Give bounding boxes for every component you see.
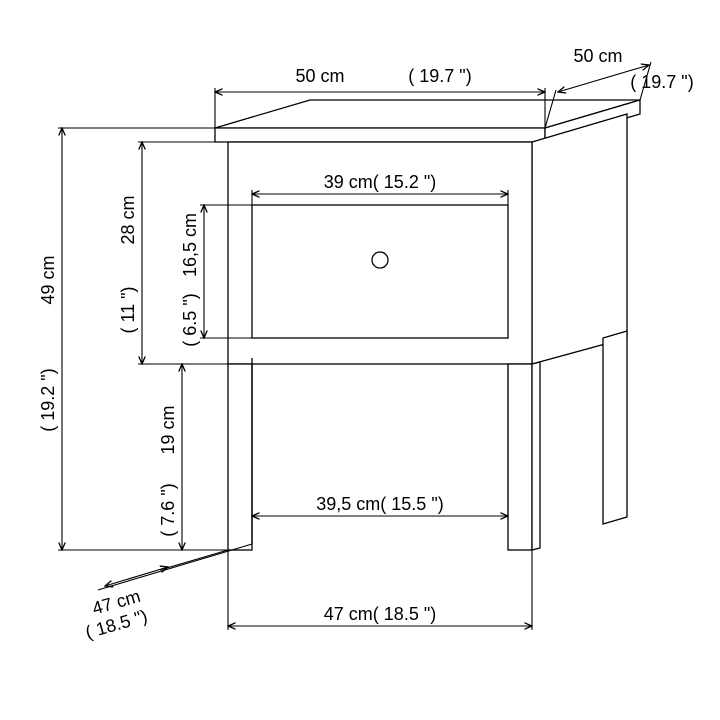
label-leg-h-in: ( 7.6 ") <box>158 483 178 536</box>
leg-rear-right-side <box>603 331 627 524</box>
label-base-width: 47 cm( 18.5 ") <box>324 604 436 624</box>
side-panel <box>532 114 627 364</box>
label-top-width-cm: 50 cm <box>295 66 344 86</box>
label-top-width-in: ( 19.7 ") <box>408 66 471 86</box>
leg-front-right <box>508 364 532 550</box>
label-overall-h-in: ( 19.2 ") <box>38 368 58 431</box>
dimension-drawing: 50 cm ( 19.7 ") 50 cm ( 19.7 ") 49 cm ( … <box>0 0 720 720</box>
drawer-front <box>252 205 508 338</box>
leg-front-left <box>228 364 252 550</box>
label-drawer-w: 39 cm( 15.2 ") <box>324 172 436 192</box>
label-inner-leg-w: 39,5 cm( 15.5 ") <box>316 494 443 514</box>
leg-rear-right-front <box>532 362 540 550</box>
label-top-depth-cm: 50 cm <box>573 46 622 66</box>
label-drawer-h-in: ( 6.5 ") <box>180 293 200 346</box>
tabletop-front-edge <box>215 128 545 142</box>
label-front-panel-h-in: ( 11 ") <box>118 286 138 333</box>
label-overall-h-cm: 49 cm <box>38 255 58 304</box>
drawer-knob <box>372 252 388 268</box>
table-outline <box>215 100 640 550</box>
label-front-panel-h-cm: 28 cm <box>118 195 138 244</box>
label-drawer-h-cm: 16,5 cm <box>180 213 200 277</box>
label-leg-h-cm: 19 cm <box>158 405 178 454</box>
label-top-depth-in: ( 19.7 ") <box>630 72 693 92</box>
